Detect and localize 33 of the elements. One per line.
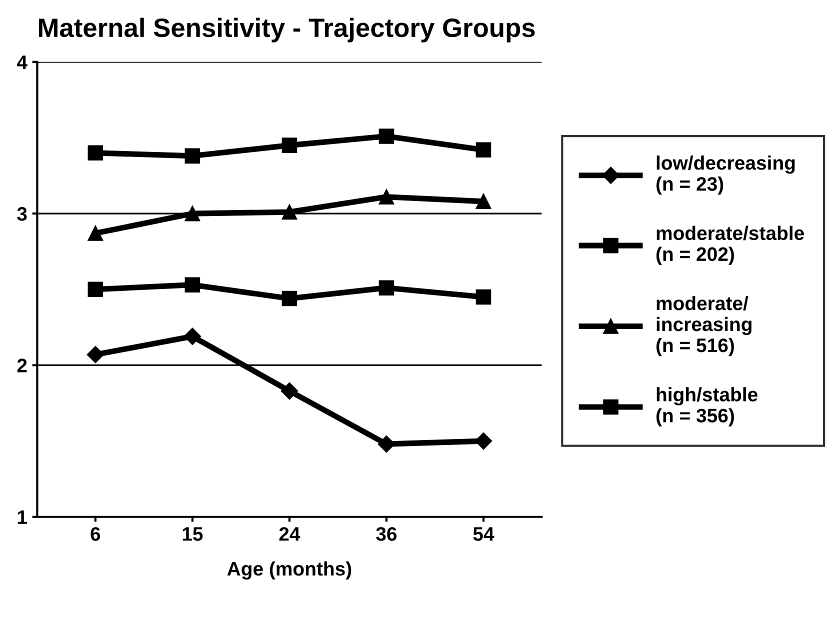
point [280,382,298,400]
point [282,204,298,220]
point [378,280,394,296]
point [88,226,104,241]
chart-title: Maternal Sensitivity - Trajectory Groups [38,18,535,42]
point [476,289,492,305]
y-tick-label: 4 [16,56,28,69]
y-tick-label: 2 [17,358,27,372]
x-tick-label: 6 [90,527,100,541]
point [184,148,200,164]
x-tick-label: 24 [279,527,300,541]
point [184,277,200,292]
point [184,328,201,345]
legend-label: high/stable (n = 356) [656,387,758,426]
x-axis-title: Age (months) [227,561,352,580]
x-tick-label: 54 [473,527,494,541]
point [184,206,200,222]
point [476,194,492,210]
point [86,346,104,364]
point [88,145,104,161]
point [378,189,394,205]
point [282,138,298,153]
y-tick-label: 1 [18,510,27,524]
x-tick-label: 15 [182,527,203,541]
point [88,282,104,298]
point [282,290,298,306]
point [378,128,394,144]
legend-label: moderate/ increasing (n = 516) [656,296,752,356]
legend-label: moderate/stable (n = 202) [656,226,804,265]
point [476,142,492,158]
x-tick-label: 36 [376,527,397,541]
y-tick-label: 3 [17,207,27,221]
legend-label: low/decreasing (n = 23) [656,156,795,195]
